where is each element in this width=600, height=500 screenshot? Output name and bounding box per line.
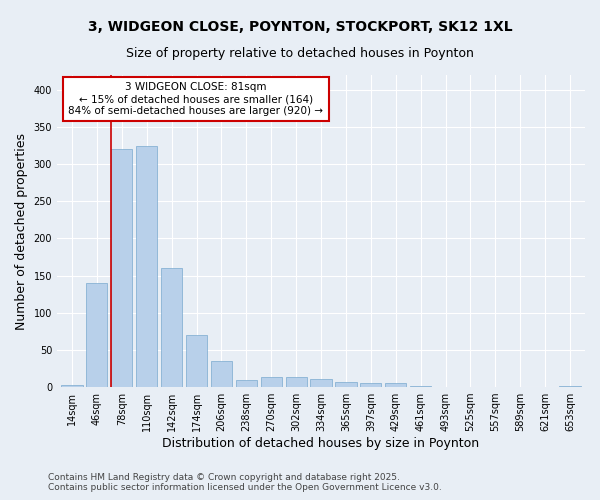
Bar — [136, 146, 157, 387]
Bar — [236, 380, 257, 387]
Bar — [335, 382, 356, 387]
Bar — [360, 384, 382, 387]
Text: 3, WIDGEON CLOSE, POYNTON, STOCKPORT, SK12 1XL: 3, WIDGEON CLOSE, POYNTON, STOCKPORT, SK… — [88, 20, 512, 34]
Bar — [286, 378, 307, 387]
Bar — [186, 335, 207, 387]
Bar — [211, 361, 232, 387]
Text: Size of property relative to detached houses in Poynton: Size of property relative to detached ho… — [126, 48, 474, 60]
Y-axis label: Number of detached properties: Number of detached properties — [15, 132, 28, 330]
Bar — [410, 386, 431, 387]
Bar — [260, 376, 282, 387]
Bar — [310, 379, 332, 387]
Text: 3 WIDGEON CLOSE: 81sqm
← 15% of detached houses are smaller (164)
84% of semi-de: 3 WIDGEON CLOSE: 81sqm ← 15% of detached… — [68, 82, 323, 116]
Bar — [559, 386, 581, 387]
X-axis label: Distribution of detached houses by size in Poynton: Distribution of detached houses by size … — [163, 437, 479, 450]
Bar — [86, 283, 107, 387]
Bar — [161, 268, 182, 387]
Bar — [385, 384, 406, 387]
Text: Contains public sector information licensed under the Open Government Licence v3: Contains public sector information licen… — [48, 484, 442, 492]
Bar — [61, 385, 83, 387]
Bar — [111, 150, 133, 387]
Text: Contains HM Land Registry data © Crown copyright and database right 2025.: Contains HM Land Registry data © Crown c… — [48, 474, 400, 482]
